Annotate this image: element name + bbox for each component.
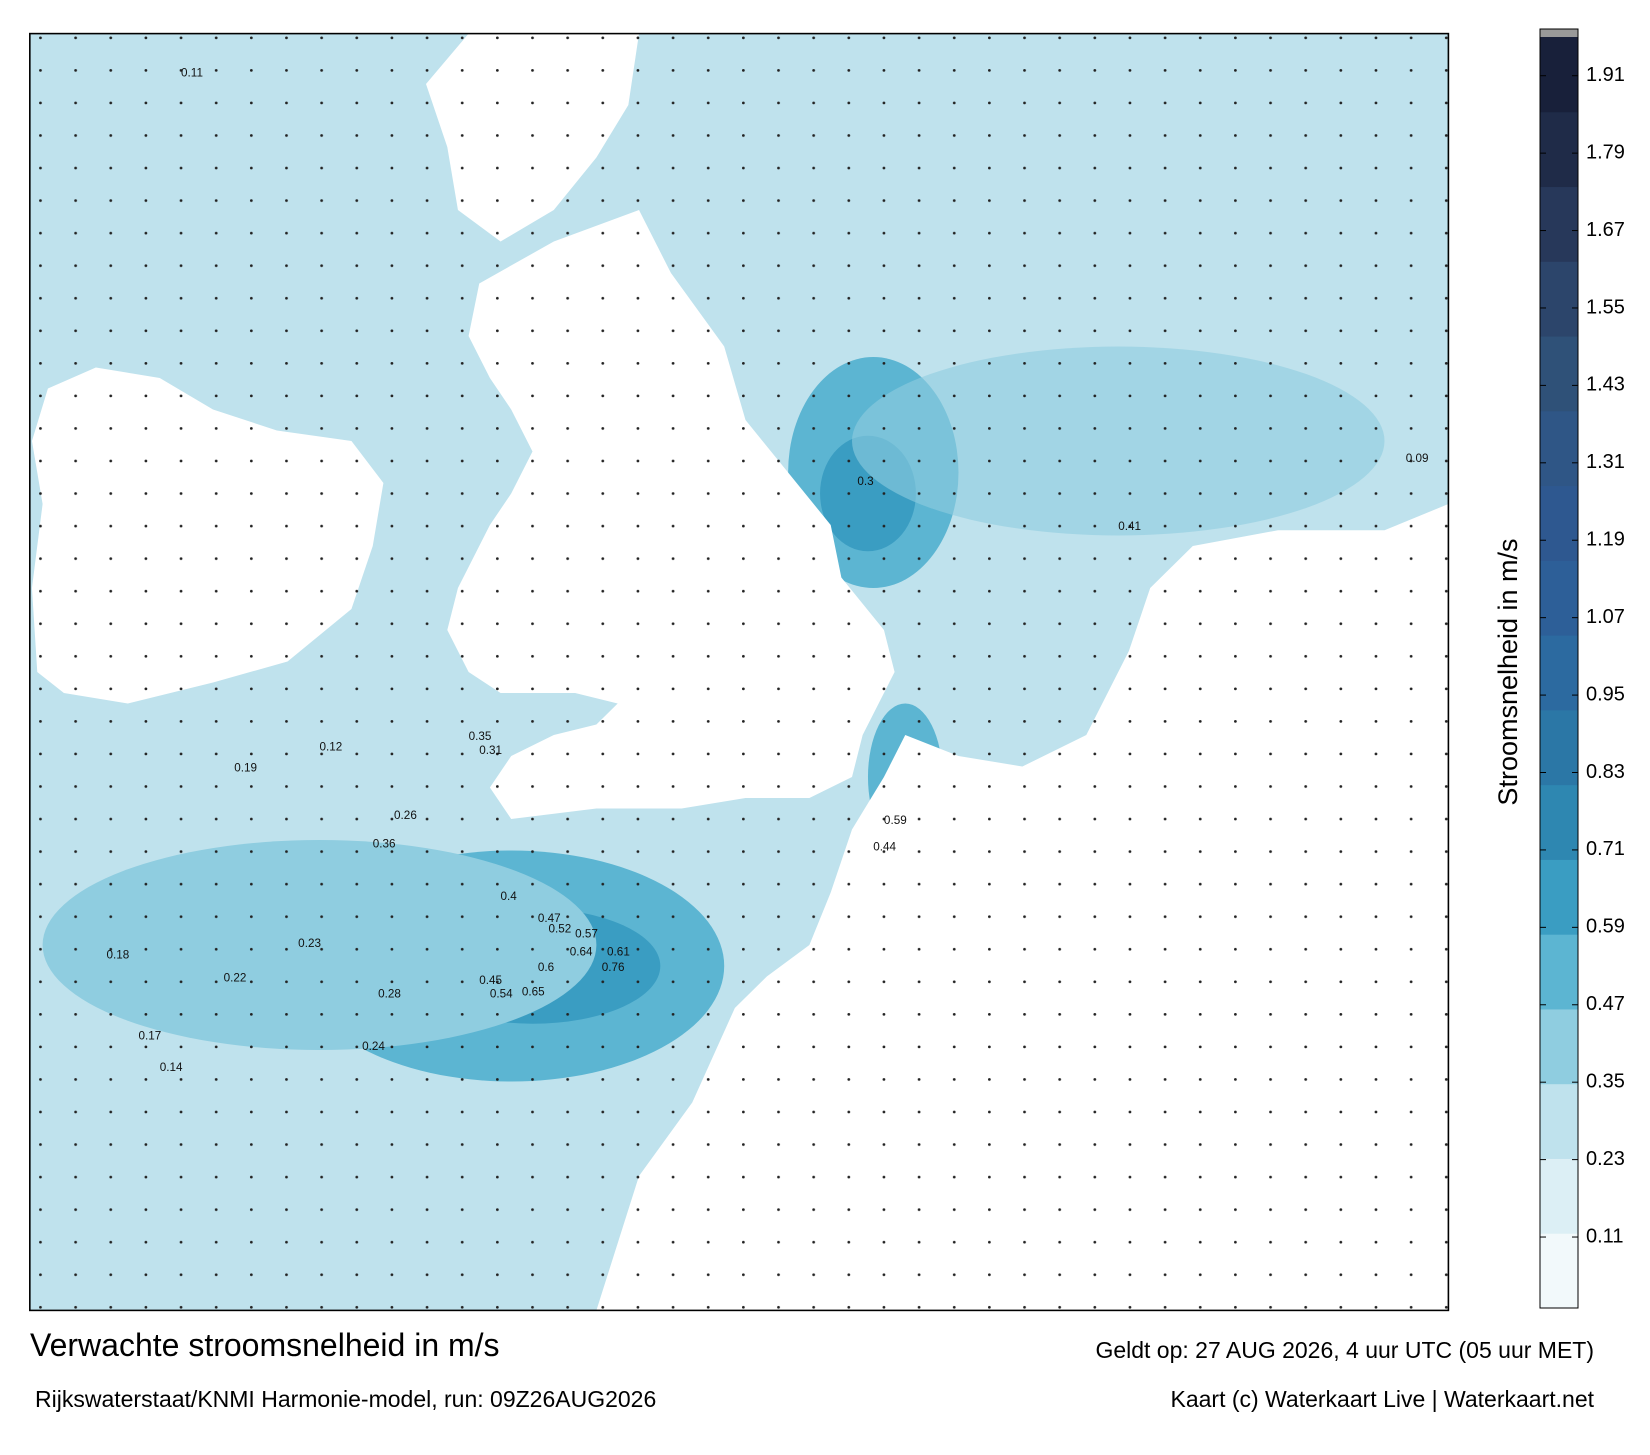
colorbar-band (1540, 410, 1578, 487)
colorbar-band (1540, 261, 1578, 337)
colorbar-band (1540, 859, 1578, 935)
map-label: 0.57 (575, 928, 598, 941)
colorbar-tick-label: 0.83 (1586, 761, 1625, 783)
map-label: 0.14 (160, 1061, 183, 1074)
map-label: 0.64 (570, 946, 593, 959)
map-labels: 0.410.6 0.760.64 0.610.570.520.470.40.350.… (107, 67, 1429, 1074)
map-label: 0.44 (873, 841, 896, 854)
colorbar: 0.11 0.23 0.35 0.47 0.59 0.71 0.83 0.95 1.07 1.19… (1539, 28, 1625, 1309)
colorbar-tick-label: 1.31 (1586, 451, 1625, 473)
colorbar-tick-label: 0.71 (1586, 838, 1625, 860)
map-frame (29, 32, 1450, 1312)
colorbar-band (1540, 485, 1578, 561)
colorbar-tick-label: 1.55 (1586, 296, 1625, 318)
colorbar-tick-label: 0.47 (1586, 993, 1625, 1015)
map-label: 0.09 (1406, 452, 1429, 465)
colorbar-band (1540, 934, 1578, 1010)
map-label: 0.22 (224, 972, 247, 985)
subtitle: Rijkswaterstaat/KNMI Harmonie-model, run… (35, 1386, 656, 1412)
colorbar-tick-label: 0.95 (1586, 683, 1625, 705)
title: Verwachte stroomsnelheid in m/s (30, 1327, 500, 1363)
map-label: 0.54 (490, 988, 513, 1001)
colorbar-tick-label: 0.59 (1586, 916, 1625, 938)
colorbar-tick-label: 0.11 (1586, 1225, 1623, 1247)
map-label: 0.47 (538, 912, 561, 925)
valid-time: Geldt op: 27 AUG 2026, 4 uur UTC (05 uur… (1095, 1337, 1594, 1363)
map-label: 0.41 (1118, 520, 1141, 533)
colorbar-band (1540, 709, 1578, 786)
map-label: 0.26 (394, 809, 417, 822)
map-label: 0.31 (479, 744, 502, 757)
map-label: 0.19 (234, 762, 257, 775)
map-label: 0.23 (298, 937, 321, 950)
colorbar-tick-label: 1.19 (1586, 529, 1625, 551)
map-label: 0.45 (479, 974, 502, 987)
map-label: 0.12 (320, 741, 343, 754)
colorbar-band (1540, 635, 1578, 711)
map-label: 0.6 (538, 961, 554, 974)
colorbar-tick-label: 1.67 (1586, 219, 1625, 241)
colorbar-cap (1540, 29, 1578, 37)
colorbar-band (1540, 1083, 1578, 1159)
map-label: 0.18 (107, 949, 130, 962)
map-label: 0.59 (884, 814, 907, 827)
map-label: 0.24 (362, 1040, 385, 1053)
colorbar-band (1540, 111, 1578, 188)
map-label: 0.65 (522, 985, 545, 998)
colorbar-tick-label: 1.79 (1586, 141, 1625, 163)
colorbar-band (1540, 560, 1578, 636)
grid-dots (29, 33, 1449, 1311)
map-label: 0.76 (602, 961, 625, 974)
map-label: 0.61 (607, 946, 630, 959)
map-label: 0.36 (373, 837, 396, 850)
colorbar-band (1540, 336, 1578, 412)
colorbar-tick-label: 0.23 (1586, 1148, 1625, 1170)
colorbar-band (1540, 1158, 1578, 1234)
map-label: 0.28 (378, 988, 401, 1001)
colorbar-label: Stroomsnelheid in m/s (1493, 538, 1523, 805)
credit: Kaart (c) Waterkaart Live | Waterkaart.n… (1170, 1386, 1594, 1412)
colorbar-band (1540, 784, 1578, 860)
map-label: 0.4 (501, 890, 518, 903)
colorbar-tick-label: 0.35 (1586, 1070, 1625, 1092)
map-label: 0.52 (548, 922, 571, 935)
colorbar-tick-label: 1.43 (1586, 374, 1625, 396)
colorbar-band (1540, 1008, 1578, 1085)
colorbar-band (1540, 1233, 1578, 1309)
map-label: 0.35 (469, 730, 492, 743)
colorbar-band (1540, 37, 1578, 113)
map: 0.410.6 0.760.64 0.610.570.520.470.40.350.… (29, 32, 1450, 1312)
map-label: 0.17 (138, 1030, 161, 1043)
colorbar-tick-label: 1.07 (1586, 606, 1625, 628)
map-label: 0.11 (181, 67, 203, 80)
colorbar-frame (1539, 28, 1579, 1309)
colorbar-band (1540, 186, 1578, 262)
colorbar-tick-label: 1.91 (1586, 64, 1625, 86)
map-label: 0.3 (857, 475, 873, 488)
